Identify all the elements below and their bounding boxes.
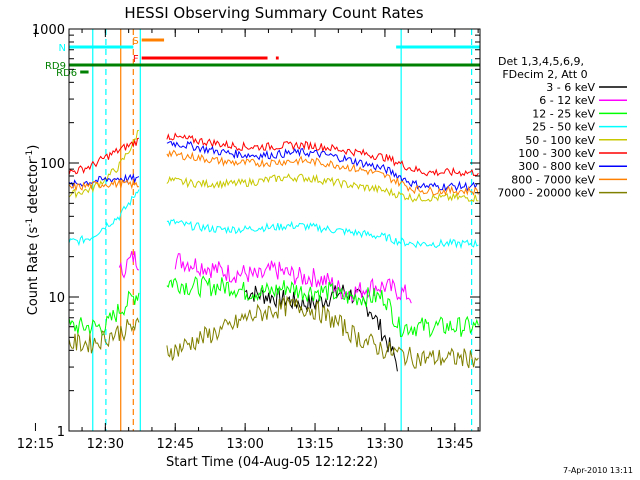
x-tick-label: 12:15 <box>17 437 54 452</box>
series-line-25-50-kev <box>68 189 479 250</box>
series-lines <box>68 129 479 372</box>
series-line-800-7000-kev <box>68 149 479 197</box>
x-axis-label: Start Time (04-Aug-05 12:12:22) <box>166 455 378 470</box>
x-tick-label: 13:45 <box>436 437 473 452</box>
series-line-50-100-kev <box>68 129 479 203</box>
flag-bar-label-s: S <box>132 36 138 47</box>
legend-header-line-2: FDecim 2, Att 0 <box>502 68 587 81</box>
y-axis-label-main: Count Rate (s <box>26 227 41 316</box>
legend-header-line-1: Det 1,3,4,5,6,9, <box>498 55 584 68</box>
flag-bar-label-rd6: RD6 <box>56 68 77 79</box>
plot-frame <box>68 28 481 432</box>
legend-label-300-800-kev: 300 - 800 keV <box>518 160 595 173</box>
legend-label-3-6-kev: 3 - 6 keV <box>546 81 595 94</box>
y-axis-label: Count Rate (s-1 detector-1) <box>25 145 41 316</box>
timestamp: 7-Apr-2010 13:11 <box>563 466 633 475</box>
y-axis-label-mid: detector <box>26 158 41 218</box>
vertical-marker-lines <box>92 29 473 431</box>
chart-title: HESSI Observing Summary Count Rates <box>124 4 423 22</box>
x-tick-label: 13:15 <box>296 437 333 452</box>
x-tick-label: 13:00 <box>226 437 263 452</box>
x-tick-label: 12:45 <box>157 437 194 452</box>
x-tick-label: 12:30 <box>87 437 124 452</box>
legend-label-12-25-kev: 12 - 25 keV <box>532 107 595 120</box>
series-line-6-12-kev <box>118 250 412 304</box>
legend-label-6-12-kev: 6 - 12 keV <box>539 94 595 107</box>
flag-bar-label-rd9: RD9 <box>45 61 66 72</box>
legend-label-25-50-kev: 25 - 50 keV <box>532 121 595 134</box>
series-line-12-25-kev <box>68 275 479 338</box>
x-tick-label: 13:30 <box>366 437 403 452</box>
legend: Det 1,3,4,5,6,9, FDecim 2, Att 0 3 - 6 k… <box>497 55 627 200</box>
y-axis-label-end: ) <box>26 145 41 150</box>
legend-label-50-100-kev: 50 - 100 keV <box>525 134 595 147</box>
series-line-7000-20000-kev <box>68 295 479 369</box>
y-tick-label: 1000 <box>32 23 65 38</box>
flag-bar-label-f: F <box>133 54 139 65</box>
y-tick-label: 10 <box>48 291 65 306</box>
legend-label-800-7000-kev: 800 - 7000 keV <box>511 173 595 186</box>
series-line-100-300-kev <box>68 132 479 177</box>
axes: 12:15 12:30 12:45 13:00 13:15 13:30 13:45 1 10 10… <box>17 23 480 452</box>
legend-label-7000-20000-kev: 7000 - 20000 keV <box>497 187 595 200</box>
flag-bar-label-n: N <box>59 43 66 54</box>
y-axis-label-sup1: -1 <box>25 218 35 227</box>
y-tick-label: 1 <box>57 425 65 440</box>
series-line-3-6-kev <box>244 284 398 372</box>
legend-label-100-300-kev: 100 - 300 keV <box>518 147 595 160</box>
y-axis-label-sup2: -1 <box>25 150 35 159</box>
y-tick-label: 100 <box>40 157 65 172</box>
